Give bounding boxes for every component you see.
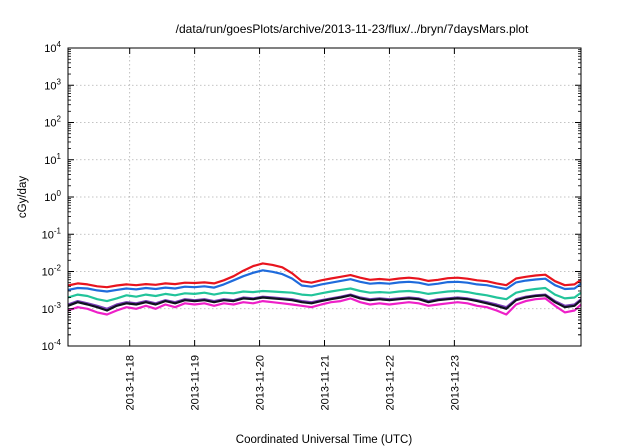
y-tick-label: 10-3 (42, 301, 62, 316)
x-axis: 2013-11-18 2013-11-19 2013-11-20 2013-11-21… (125, 48, 461, 410)
x-axis-label: Coordinated Universal Time (UTC) (236, 434, 413, 446)
y-tick-label: 100 (44, 189, 61, 204)
y-axis: 104 103 102 101 100 10-1 10-2 10-3 10-4 (42, 40, 581, 353)
x-tick-label: 2013-11-19 (190, 355, 202, 410)
x-tick-label: 2013-11-21 (320, 355, 332, 410)
series-line (67, 262, 582, 289)
series-line (67, 286, 582, 303)
chart-title: /data/run/goesPlots/archive/2013-11-23/f… (176, 22, 529, 36)
x-tick-label: 2013-11-22 (384, 355, 396, 410)
y-tick-label: 10-4 (42, 338, 62, 353)
y-tick-label: 103 (44, 77, 61, 92)
y-tick-label: 101 (44, 152, 61, 167)
series-line (67, 297, 582, 316)
series-line (67, 269, 582, 293)
y-tick-label: 102 (44, 115, 61, 130)
series-line (67, 294, 582, 312)
y-tick-label: 10-1 (42, 226, 62, 241)
y-tick-label: 10-2 (42, 264, 62, 279)
y-tick-label: 104 (44, 40, 61, 55)
data-series (67, 262, 582, 316)
x-tick-label: 2013-11-20 (255, 355, 267, 410)
y-axis-label: cGy/day (17, 176, 29, 218)
x-tick-label: 2013-11-23 (449, 355, 461, 410)
x-tick-label: 2013-11-18 (125, 355, 137, 410)
